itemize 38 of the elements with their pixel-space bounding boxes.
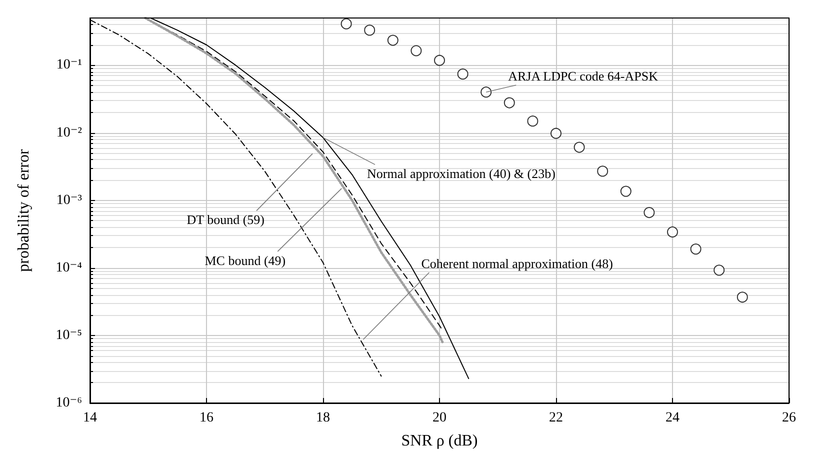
y-tick-label: 10⁻⁶	[56, 396, 82, 410]
annotation: DT bound (59)	[186, 212, 265, 228]
point	[387, 34, 398, 46]
x-tick-label: 14	[83, 410, 97, 426]
x-tick-label: 16	[200, 410, 214, 426]
point	[644, 207, 655, 218]
x-tick-label: 22	[549, 410, 563, 426]
y-tick-label: 10⁻⁴	[56, 260, 82, 276]
annotation: Coherent normal approximation (48)	[421, 256, 613, 272]
point	[550, 128, 562, 139]
point	[434, 54, 445, 66]
x-axis-title: SNR ρ (dB)	[401, 432, 478, 450]
point	[736, 292, 748, 303]
point	[690, 244, 702, 255]
point	[410, 45, 422, 56]
y-tick-label: 10⁻¹	[56, 58, 82, 73]
point	[340, 18, 352, 30]
x-tick-label: 18	[316, 410, 330, 426]
point	[364, 24, 376, 36]
point	[597, 166, 608, 177]
point	[480, 86, 492, 98]
point	[457, 68, 468, 80]
annotation: MC bound (49)	[204, 252, 286, 268]
point	[667, 226, 678, 238]
y-tick-label: 10⁻⁵	[56, 328, 82, 343]
point	[504, 97, 515, 108]
y-tick-label: 10⁻³	[56, 192, 82, 208]
annotation: Normal approximation (40) & (23b)	[367, 166, 556, 182]
x-tick-label: 26	[782, 410, 796, 426]
point	[620, 186, 632, 197]
point	[714, 264, 725, 276]
y-tick-label: 10⁻²	[56, 125, 82, 140]
annotation: ARJA LDPC code 64-APSK	[508, 68, 659, 84]
point	[574, 142, 585, 153]
x-tick-label: 24	[666, 410, 680, 426]
y-axis-title: probability of error	[16, 148, 32, 272]
x-tick-label: 20	[432, 410, 446, 426]
point	[527, 116, 538, 127]
